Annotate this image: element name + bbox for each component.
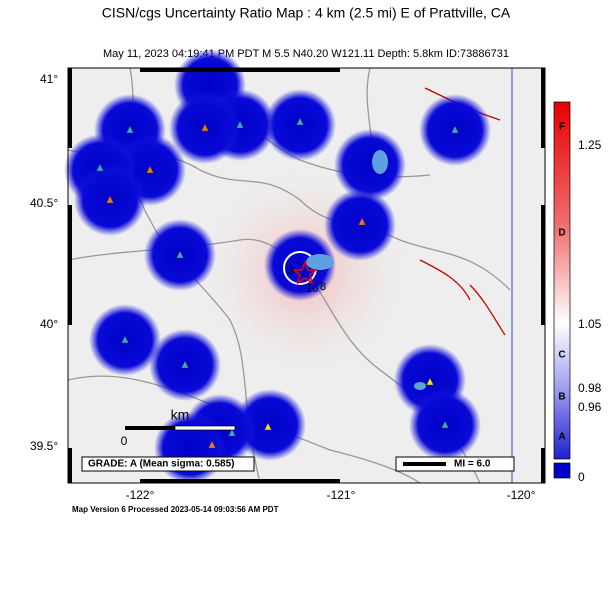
event-info: May 11, 2023 04:19:41 PM PDT M 5.5 N40.2… (103, 48, 509, 60)
station (96, 163, 104, 172)
grade-letter: D (558, 228, 565, 239)
scale-bar: km 0 (121, 407, 236, 448)
station (441, 420, 449, 429)
station (228, 428, 236, 437)
lon-label: -122° (126, 488, 155, 502)
grade-text: GRADE: A (Mean sigma: 0.585) (88, 459, 235, 470)
station (451, 125, 459, 134)
frame-tick (541, 448, 545, 483)
colorbar-label: 0 (578, 470, 585, 484)
colorbar-label: 1.25 (578, 138, 602, 152)
scale-segment (125, 426, 175, 430)
frame-tick (140, 479, 340, 483)
lake (306, 254, 334, 270)
station (236, 120, 244, 129)
station-label: 8 (320, 281, 326, 293)
frame-tick (68, 205, 72, 325)
map-title: CISN/cgs Uncertainty Ratio Map : 4 km (2… (102, 5, 511, 21)
station (208, 440, 216, 449)
mi-text: MI = 6.0 (454, 459, 491, 470)
lake (372, 150, 388, 174)
grade-letter: A (558, 432, 565, 443)
grade-letter: B (558, 392, 565, 403)
lat-label: 40° (40, 317, 58, 331)
mi-box (395, 456, 515, 472)
coverage-blob (264, 229, 336, 301)
frame-tick (68, 448, 72, 483)
station (358, 217, 366, 226)
stations (96, 117, 459, 449)
station (106, 195, 114, 204)
lat-label: 41° (40, 72, 58, 86)
station (121, 335, 129, 344)
colorbar-label: 0.98 (578, 381, 602, 395)
scale-segment (174, 425, 236, 431)
lat-label: 40.5° (30, 196, 58, 210)
station (126, 125, 134, 134)
frame-tick (541, 205, 545, 325)
fault (419, 259, 471, 301)
frame-tick (68, 68, 72, 148)
lake (414, 382, 426, 390)
coverage-blob (334, 129, 406, 201)
grade-letter: F (559, 122, 565, 133)
colorbar-ramp (553, 101, 571, 460)
epicenter-star (291, 259, 319, 285)
colorbar-label: 1.05 (578, 317, 602, 331)
grade-box (81, 456, 255, 472)
colorbar: F D C B A 1.25 1.05 0.98 0.96 0 (553, 101, 602, 484)
lakes (306, 150, 426, 390)
scale-unit: km (171, 407, 190, 423)
lat-label: 39.5° (30, 439, 58, 453)
frame-tick (140, 68, 340, 72)
colorbar-zero (553, 462, 571, 479)
frame-ticks (68, 68, 545, 483)
lon-label: -120° (507, 488, 536, 502)
station (296, 117, 304, 126)
station (181, 360, 189, 369)
station (264, 422, 272, 431)
station (146, 165, 154, 174)
station-label: 16 (306, 283, 318, 295)
station (201, 123, 209, 132)
fault (469, 284, 506, 336)
grade-letter: C (558, 350, 565, 361)
map-frame: 3 16 8 (64, 49, 546, 484)
station-label: 3 (288, 265, 294, 277)
scale-zero: 0 (121, 434, 128, 448)
lon-label: -121° (327, 488, 356, 502)
station (176, 250, 184, 259)
footer: Map Version 6 Processed 2023-05-14 09:03… (72, 505, 279, 514)
frame-tick (541, 68, 545, 148)
station (426, 377, 434, 386)
colorbar-label: 0.96 (578, 400, 602, 414)
